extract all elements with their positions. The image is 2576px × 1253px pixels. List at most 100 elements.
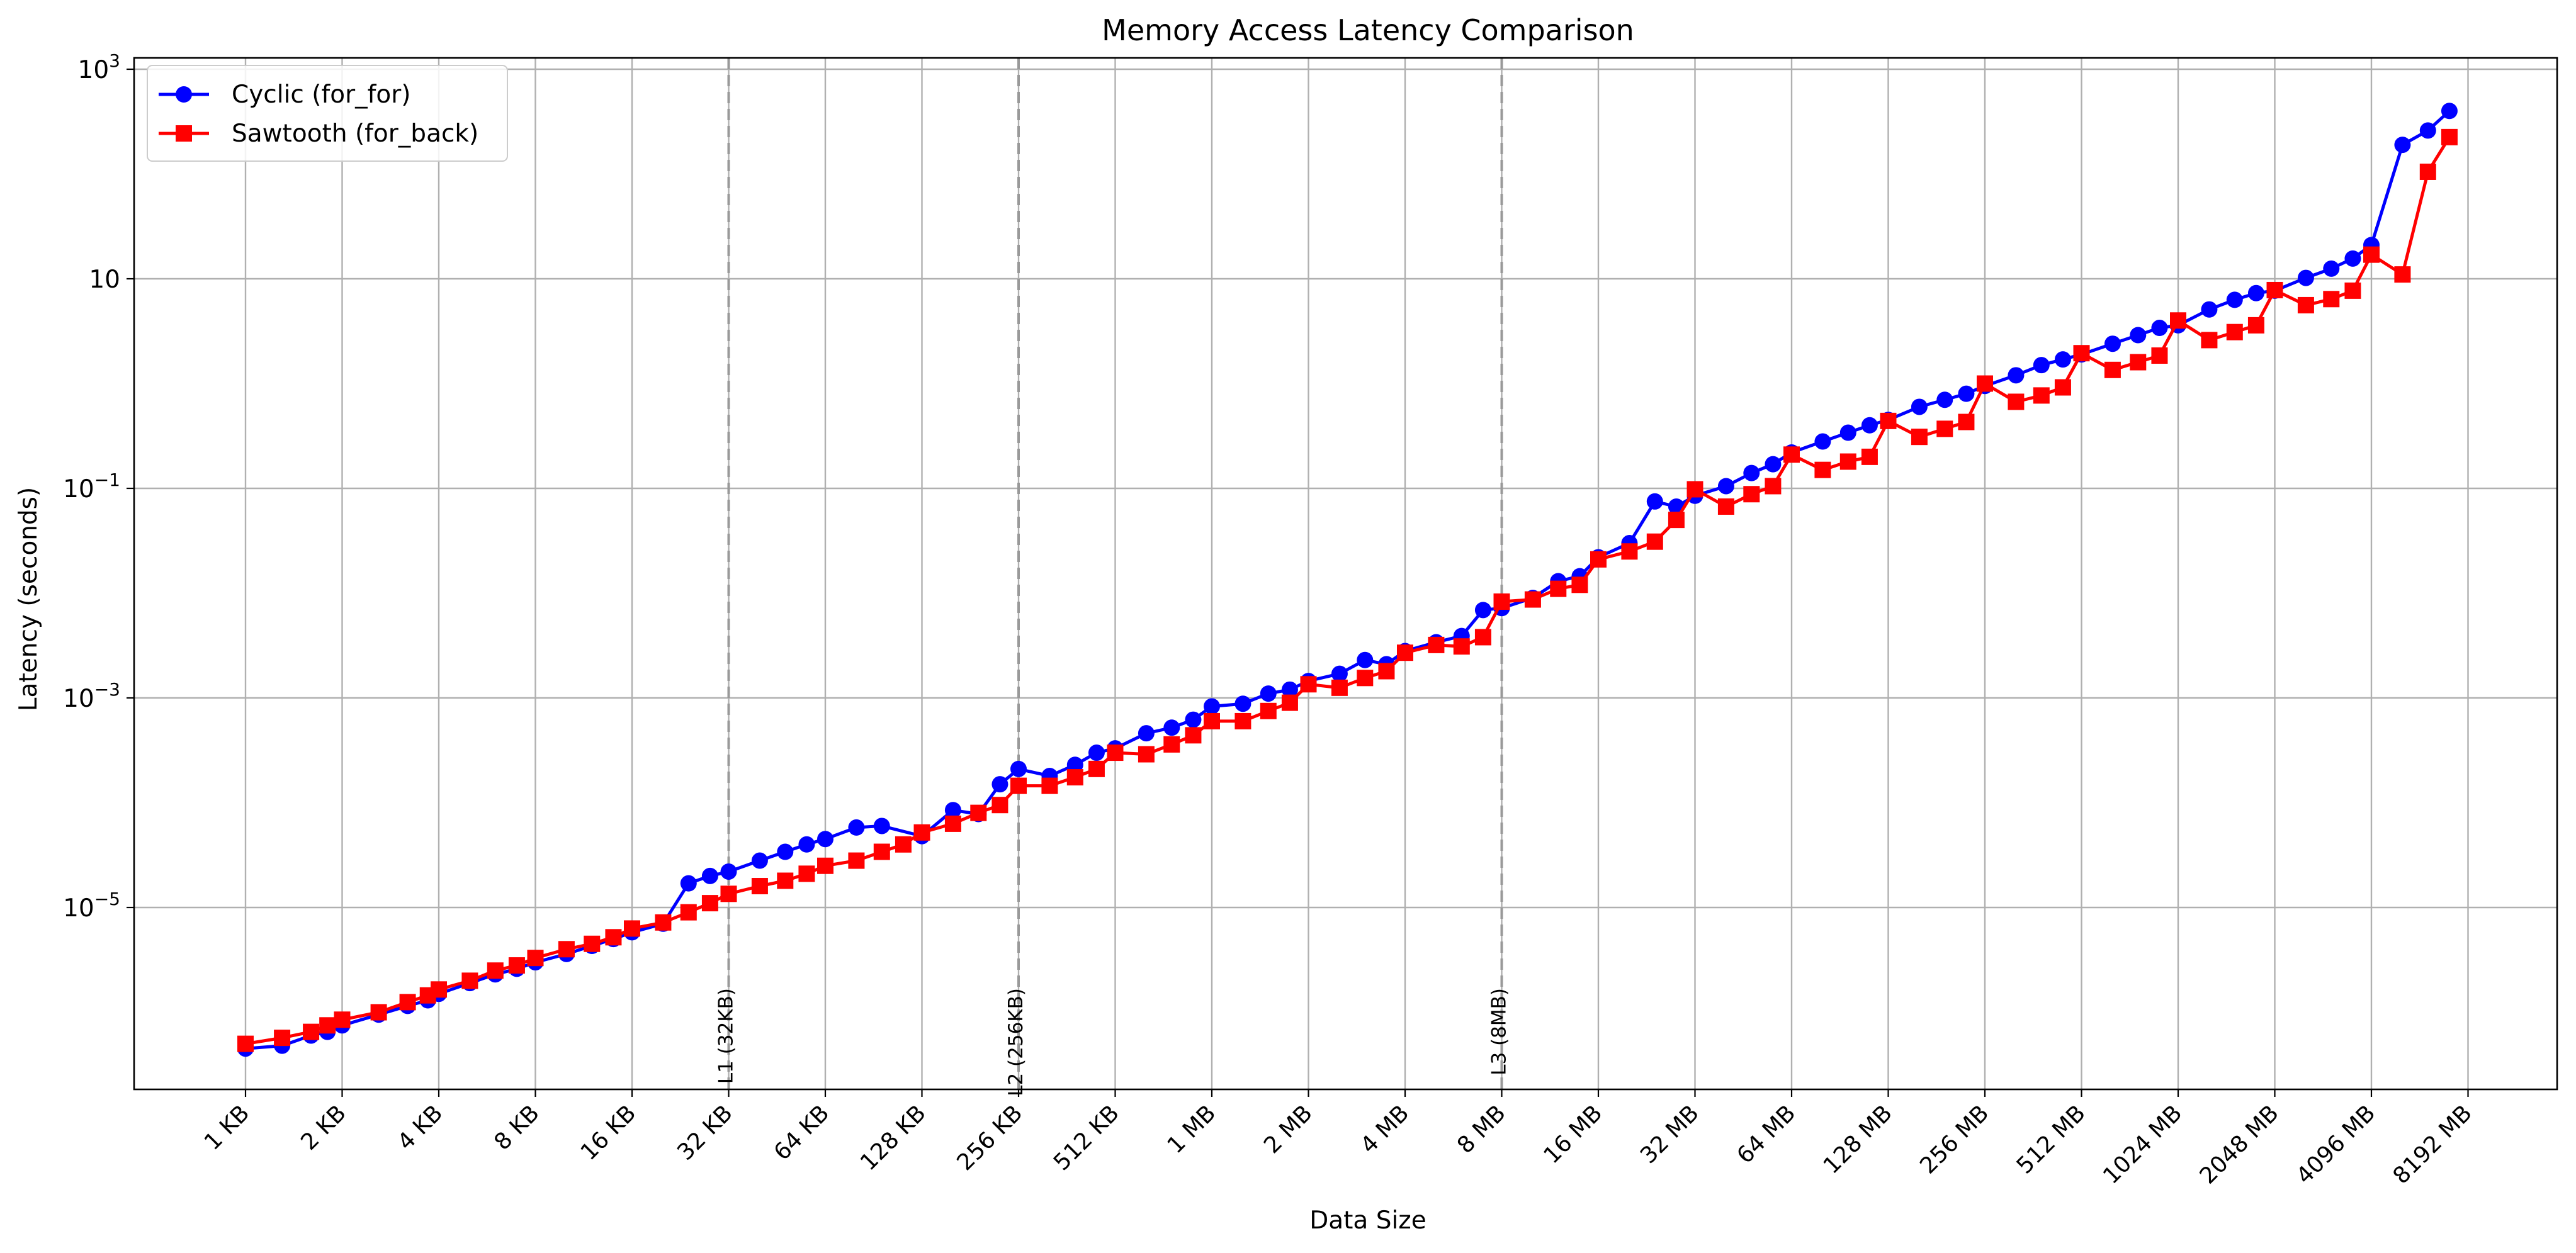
legend-label-cyclic: Cyclic (for_for) bbox=[232, 81, 410, 109]
data-point bbox=[2073, 345, 2090, 362]
data-point bbox=[487, 962, 504, 979]
data-point bbox=[1493, 593, 1510, 610]
cache-lines: L1 (32KB) L2 (256KB) L3 (8MB) bbox=[715, 58, 1511, 1096]
data-point bbox=[2266, 281, 2283, 298]
y-tick-label: 10−5 bbox=[63, 889, 120, 923]
data-point bbox=[970, 804, 987, 821]
cache-boundary-label: L1 (32KB) bbox=[715, 988, 738, 1084]
data-point bbox=[1958, 413, 1975, 430]
data-point bbox=[1163, 719, 1180, 736]
data-point bbox=[1717, 478, 1734, 495]
data-point bbox=[655, 914, 672, 931]
data-point bbox=[1743, 464, 1760, 481]
data-point bbox=[2247, 317, 2264, 334]
data-point bbox=[2151, 320, 2168, 337]
data-point bbox=[1453, 638, 1470, 655]
data-point bbox=[1743, 486, 1760, 503]
data-point bbox=[1590, 551, 1607, 568]
data-point bbox=[2104, 361, 2121, 378]
data-point bbox=[1185, 711, 1202, 728]
data-point bbox=[798, 836, 815, 853]
data-point bbox=[1958, 385, 1975, 402]
y-tick-label: 103 bbox=[78, 50, 120, 84]
data-point bbox=[1138, 725, 1155, 742]
data-point bbox=[1911, 398, 1928, 415]
data-point bbox=[680, 875, 697, 892]
data-point bbox=[1880, 412, 1897, 429]
data-point bbox=[701, 895, 718, 912]
plot-frame bbox=[133, 57, 2558, 1091]
data-point bbox=[1066, 769, 1083, 786]
data-point bbox=[1397, 644, 1413, 661]
data-point bbox=[1300, 676, 1317, 693]
data-point bbox=[527, 950, 544, 967]
data-point bbox=[2394, 137, 2411, 154]
data-point bbox=[991, 776, 1008, 793]
data-point bbox=[1331, 679, 1348, 696]
legend-marker-cyclic bbox=[176, 86, 192, 103]
data-point bbox=[1839, 453, 1856, 470]
data-point bbox=[2441, 103, 2458, 120]
data-point bbox=[1936, 391, 1953, 408]
data-point bbox=[319, 1017, 336, 1034]
data-point bbox=[1204, 712, 1220, 729]
data-point bbox=[817, 857, 833, 874]
data-point bbox=[751, 878, 768, 895]
x-axis-label: Data Size bbox=[1309, 1206, 1426, 1235]
data-point bbox=[2151, 347, 2168, 364]
data-point bbox=[1357, 651, 1374, 668]
data-point bbox=[873, 843, 890, 860]
data-point bbox=[1357, 670, 1374, 687]
data-point bbox=[237, 1035, 254, 1052]
data-point bbox=[370, 1004, 387, 1021]
data-point bbox=[944, 802, 961, 819]
data-point bbox=[2008, 367, 2025, 384]
data-point bbox=[2201, 332, 2218, 349]
data-point bbox=[1260, 702, 1277, 719]
data-point bbox=[1524, 591, 1541, 608]
data-point bbox=[1646, 493, 1663, 510]
data-point bbox=[1861, 448, 1878, 465]
data-point bbox=[2297, 296, 2314, 313]
data-point bbox=[1428, 636, 1445, 653]
legend-marker-sawtooth bbox=[176, 125, 192, 142]
data-point bbox=[720, 885, 737, 902]
data-point bbox=[1010, 777, 1027, 794]
chart-title: Memory Access Latency Comparison bbox=[1102, 13, 1634, 47]
data-point bbox=[1550, 580, 1567, 597]
data-point bbox=[2297, 269, 2314, 286]
data-point bbox=[605, 929, 622, 946]
data-point bbox=[2323, 291, 2340, 308]
data-point bbox=[1668, 512, 1685, 529]
data-point bbox=[1234, 712, 1251, 729]
data-point bbox=[399, 994, 416, 1011]
data-point bbox=[1281, 694, 1298, 711]
data-point bbox=[2419, 122, 2436, 139]
data-point bbox=[1260, 685, 1277, 702]
cache-boundary-label: L2 (256KB) bbox=[1005, 988, 1027, 1096]
data-point bbox=[1977, 375, 1993, 392]
y-tick-label: 10−1 bbox=[63, 469, 120, 503]
data-point bbox=[2130, 354, 2147, 371]
data-point bbox=[1839, 424, 1856, 441]
data-point bbox=[431, 981, 447, 998]
data-point bbox=[2226, 291, 2243, 308]
data-point bbox=[584, 935, 601, 952]
data-point bbox=[2419, 163, 2436, 180]
y-tick-label: 10 bbox=[89, 266, 120, 294]
cache-boundary-label: L3 (8MB) bbox=[1488, 988, 1511, 1076]
data-point bbox=[2441, 128, 2458, 145]
data-point bbox=[777, 843, 794, 860]
data-point bbox=[1185, 727, 1202, 744]
data-point bbox=[701, 867, 718, 884]
data-point bbox=[895, 836, 912, 853]
legend-label-sawtooth: Sawtooth (for_back) bbox=[232, 120, 478, 148]
data-point bbox=[1911, 429, 1928, 446]
data-point bbox=[2054, 379, 2071, 396]
data-point bbox=[1783, 446, 1800, 463]
data-point bbox=[2323, 260, 2340, 277]
data-point bbox=[2033, 357, 2050, 374]
data-point bbox=[1010, 760, 1027, 777]
data-point bbox=[1474, 629, 1491, 646]
